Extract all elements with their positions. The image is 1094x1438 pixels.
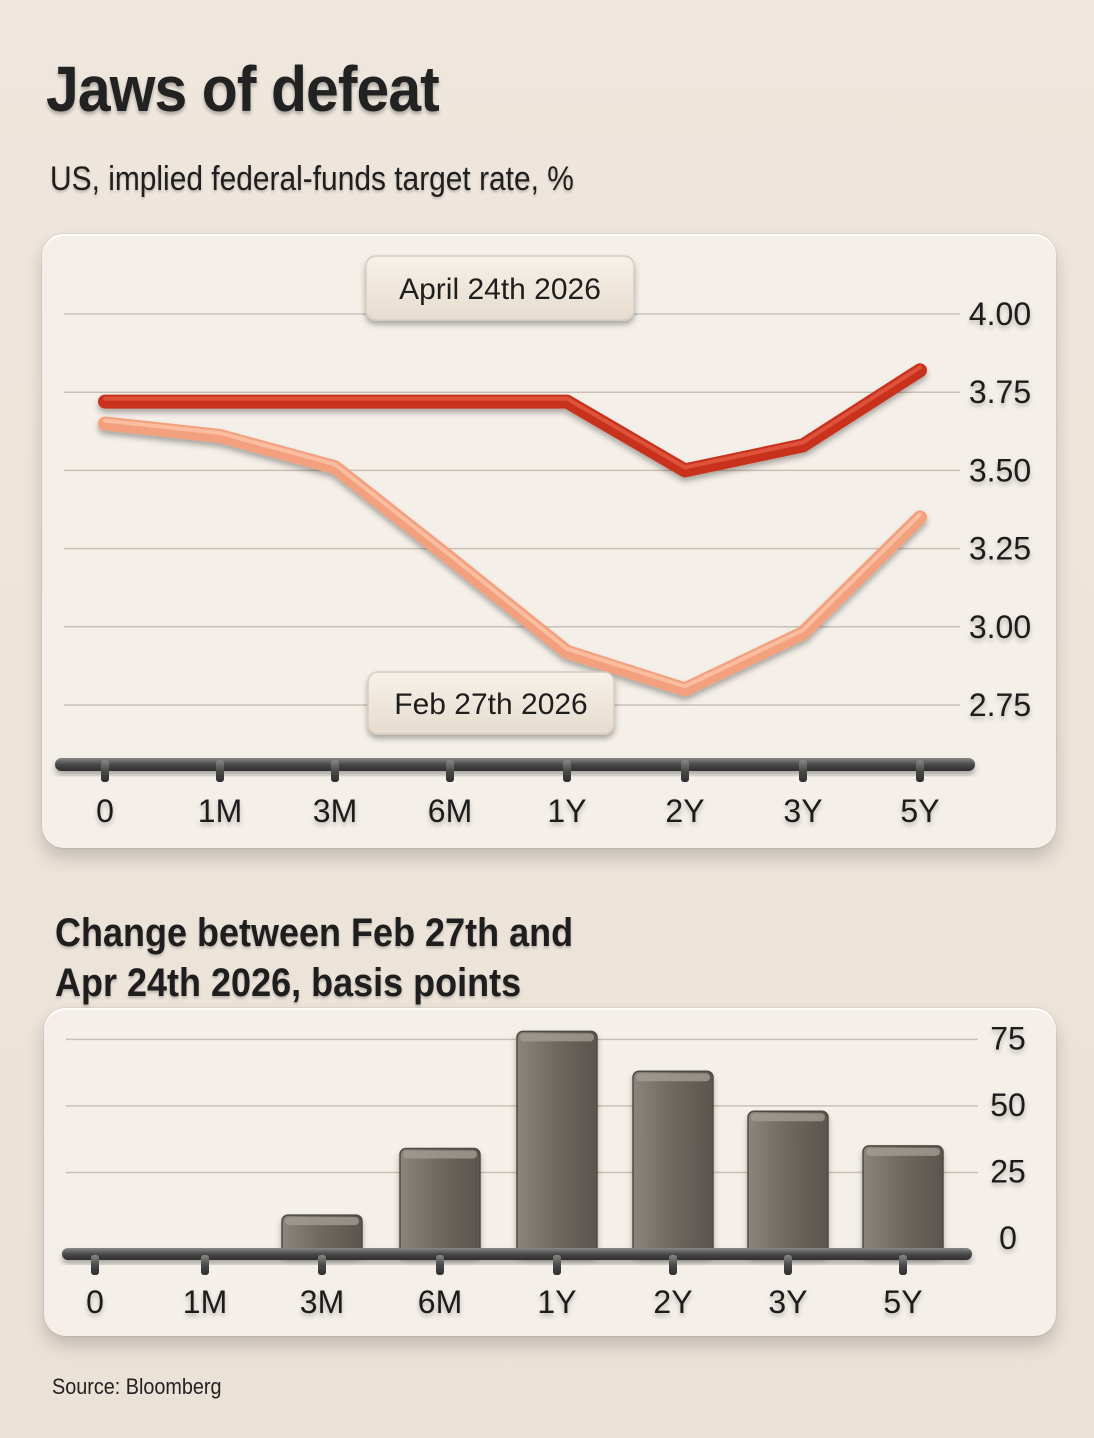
y-tick-label: 75 [990,1020,1026,1056]
x-tick-label: 3Y [783,793,822,829]
x-tick [681,760,689,782]
series-label: Feb 27th 2026 [394,688,588,721]
x-tick [563,760,571,782]
x-tick-label: 3M [313,793,357,829]
bar-top-highlight [285,1217,359,1226]
x-tick [784,1255,792,1275]
y-tick-label: 0 [999,1220,1017,1256]
x-tick-label: 5Y [883,1284,922,1320]
y-tick-label: 2.75 [969,687,1031,723]
series-line-highlight [103,418,922,689]
x-tick [899,1255,907,1275]
x-tick [91,1255,99,1275]
series-line-april [98,363,927,478]
x-tick [318,1255,326,1275]
x-tick-label: 6M [428,793,472,829]
bar [632,1070,714,1256]
bar-top-highlight [636,1073,710,1082]
bar-top-highlight [866,1147,940,1156]
x-tick [553,1255,561,1275]
x-tick [436,1255,444,1275]
chart-subtitle: US, implied federal-funds target rate, % [50,160,574,198]
x-tick [201,1255,209,1275]
x-axis-rod [55,758,975,771]
series-label: April 24th 2026 [399,273,601,306]
bar [747,1110,829,1256]
x-tick-label: 2Y [653,1284,692,1320]
series-line-highlight [103,365,922,470]
bar [862,1145,944,1256]
x-tick-label: 3M [300,1284,344,1320]
y-tick-label: 25 [990,1153,1026,1189]
x-tick-label: 1M [198,793,242,829]
bar [399,1147,481,1256]
x-axis-rod [62,1248,972,1260]
x-tick-label: 0 [96,793,114,829]
chart-title: Jaws of defeat [46,53,440,125]
y-tick-label: 50 [990,1087,1026,1123]
x-tick [331,760,339,782]
bar [516,1030,598,1256]
x-tick [799,760,807,782]
y-tick-label: 3.50 [969,452,1031,488]
bar-top-highlight [751,1113,825,1122]
x-tick-label: 2Y [665,793,704,829]
bar-top-highlight [403,1150,477,1159]
x-tick-label: 6M [418,1284,462,1320]
x-tick [669,1255,677,1275]
bar-chart-heading: Change between Feb 27th and Apr 24th 202… [55,911,574,1005]
x-tick-label: 1Y [547,793,586,829]
bar-top-highlight [520,1033,594,1042]
y-tick-label: 3.00 [969,609,1031,645]
source-note: Source: Bloomberg [52,1374,222,1399]
series-label-box [367,671,615,735]
x-tick [446,760,454,782]
y-tick-label: 3.75 [969,374,1031,410]
y-tick-label: 3.25 [969,531,1031,567]
y-tick-label: 4.00 [969,296,1031,332]
x-tick [101,760,109,782]
x-tick-label: 1M [183,1284,227,1320]
x-tick [216,760,224,782]
x-tick-label: 5Y [900,793,939,829]
x-tick [916,760,924,782]
x-tick-label: 0 [86,1284,104,1320]
x-tick-label: 1Y [537,1284,576,1320]
x-tick-label: 3Y [768,1284,807,1320]
series-label-box [365,255,635,321]
series-line-feb [98,416,927,697]
